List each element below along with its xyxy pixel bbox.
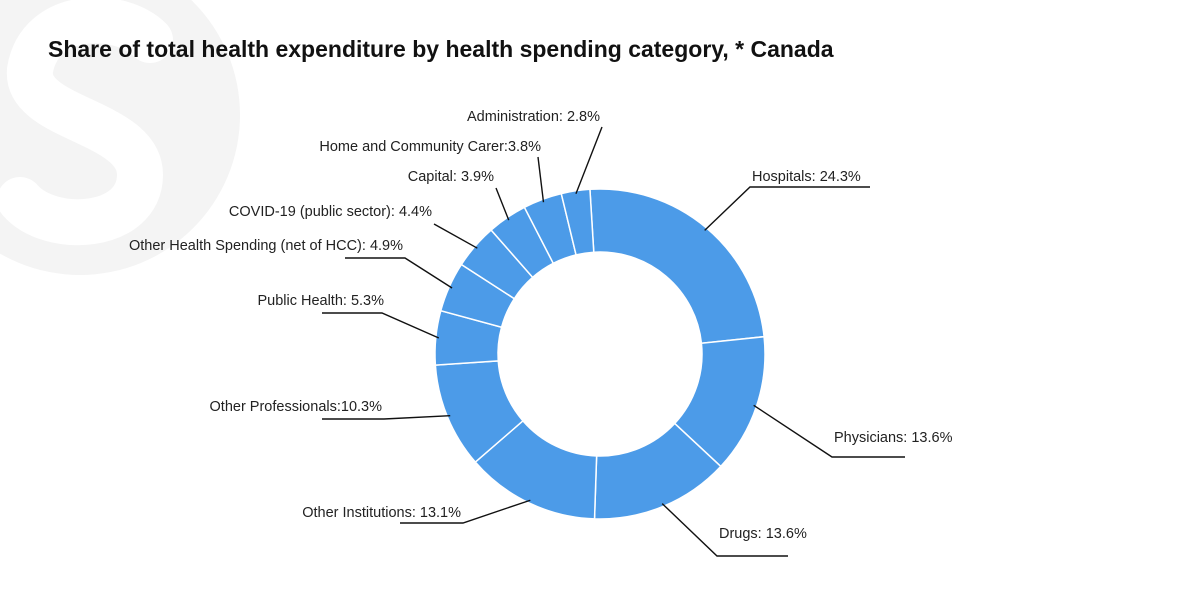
leader-line	[433, 223, 478, 249]
slice-label: Hospitals: 24.3%	[752, 169, 861, 185]
slice-label: COVID-19 (public sector): 4.4%	[229, 204, 432, 220]
slice-label: Home and Community Carer:3.8%	[319, 139, 541, 155]
slice-administration	[560, 188, 595, 256]
chart-title: Share of total health expenditure by hea…	[48, 36, 834, 62]
leader-line	[400, 499, 531, 524]
slice-label: Administration: 2.8%	[467, 109, 600, 125]
leader-line	[322, 312, 440, 339]
leader-line	[753, 404, 905, 458]
leader-line	[495, 187, 510, 221]
slice-label: Public Health: 5.3%	[257, 293, 384, 309]
leader-line	[345, 257, 453, 289]
leader-line	[575, 126, 603, 195]
slice-label: Other Institutions: 13.1%	[302, 505, 461, 521]
leader-line	[704, 186, 870, 231]
watermark-logo	[0, 0, 240, 275]
slice-hospitals	[589, 188, 765, 345]
slice-label: Capital: 3.9%	[408, 169, 494, 185]
slice-label: Physicians: 13.6%	[834, 430, 953, 446]
slice-label: Drugs: 13.6%	[719, 526, 807, 542]
slice-label: Other Health Spending (net of HCC): 4.9%	[129, 238, 403, 254]
leader-line	[661, 503, 788, 557]
leader-line	[322, 415, 451, 420]
slice-label: Other Professionals:10.3%	[210, 399, 383, 415]
donut-slices	[434, 188, 766, 520]
leader-line	[537, 156, 545, 203]
leader-lines	[322, 126, 905, 557]
slice-labels: Hospitals: 24.3% Physicians: 13.6% Drugs: …	[129, 109, 953, 542]
